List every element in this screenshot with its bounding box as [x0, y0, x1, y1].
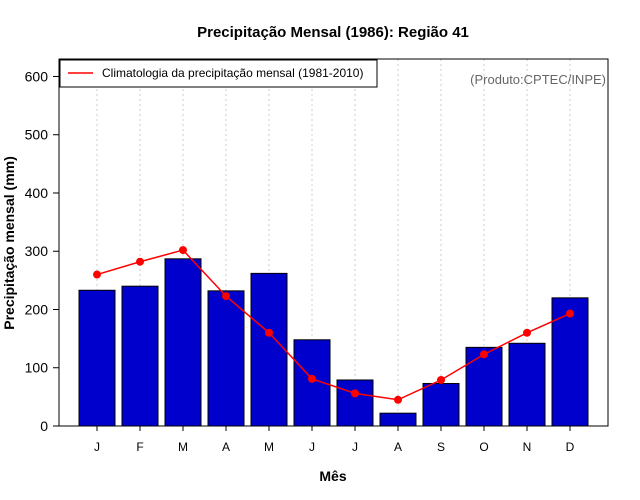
climatology-point-8	[394, 395, 402, 404]
bar-9	[422, 382, 460, 427]
y-tick-label: 300	[25, 243, 49, 259]
climatology-point-9	[437, 375, 445, 384]
climatology-point-10	[480, 350, 488, 359]
climatology-series	[93, 246, 574, 404]
climatology-point-5	[265, 328, 273, 337]
bar-3	[164, 258, 202, 427]
bar-8	[379, 412, 417, 427]
climatology-point-6	[308, 374, 316, 383]
y-tick-label: 600	[25, 68, 49, 84]
plot-frame	[58, 58, 609, 427]
climatology-point-1	[93, 270, 101, 279]
y-axis-label: Precipitação mensal (mm)	[1, 156, 17, 330]
climatology-point-4	[222, 292, 230, 301]
bar-2	[121, 285, 159, 427]
climatology-point-2	[136, 257, 144, 266]
y-axis: 0 100 200 300 400 500 600	[25, 68, 59, 434]
legend: Climatologia da precipitação mensal (198…	[59, 59, 378, 88]
bar-10	[465, 346, 503, 427]
legend-entry-climatology: Climatologia da precipitação mensal (198…	[102, 66, 363, 80]
x-tick-label: N	[523, 440, 532, 454]
x-tick-label: O	[479, 440, 488, 454]
x-tick-label: J	[309, 440, 315, 454]
y-tick-label: 500	[25, 127, 49, 143]
legend-box	[59, 59, 378, 88]
bar-5	[250, 272, 288, 427]
x-tick-label: F	[136, 440, 143, 454]
x-tick-label: M	[264, 440, 274, 454]
bar-1	[78, 289, 116, 427]
climatology-point-11	[523, 328, 531, 337]
x-tick-label: J	[352, 440, 358, 454]
x-tick-label: D	[566, 440, 575, 454]
x-tick-label: S	[437, 440, 445, 454]
chart-title: Precipitação Mensal (1986): Região 41	[197, 24, 469, 41]
climatology-line	[96, 249, 571, 401]
y-tick-label: 400	[25, 185, 49, 201]
climatology-point-3	[179, 246, 187, 255]
y-tick-label: 200	[25, 301, 49, 317]
credit-text: (Produto:CPTEC/INPE)	[470, 72, 606, 87]
x-tick-label: M	[178, 440, 188, 454]
climatology-point-12	[566, 309, 574, 318]
y-tick-label: 100	[25, 360, 49, 376]
bar-7	[336, 379, 374, 427]
y-tick-label: 0	[40, 418, 48, 434]
climatology-point-7	[351, 389, 359, 398]
x-tick-label: J	[94, 440, 100, 454]
x-tick-label: A	[394, 440, 402, 454]
bar-11	[508, 342, 546, 427]
x-tick-label: A	[222, 440, 230, 454]
bar-series	[78, 258, 589, 427]
bar-4	[207, 290, 245, 427]
x-axis-label: Mês	[319, 468, 346, 484]
